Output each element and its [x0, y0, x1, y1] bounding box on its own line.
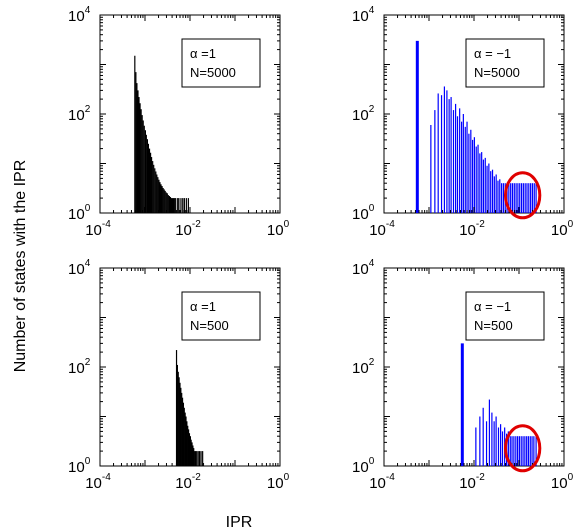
- x-tick-label: 10-4: [369, 219, 395, 239]
- y-tick-label: 100: [352, 203, 375, 223]
- x-tick-label: 10-2: [459, 472, 485, 492]
- annotation-box: [181, 38, 261, 88]
- x-tick-label: 10-4: [369, 472, 395, 492]
- x-tick-label: 100: [267, 472, 290, 492]
- y-tick-label: 104: [352, 258, 375, 278]
- y-axis-label: Number of states with the IPR: [12, 160, 29, 373]
- y-tick-label: 102: [352, 357, 375, 377]
- annotation-box: [181, 291, 261, 341]
- x-axis-label: IPR: [226, 514, 253, 531]
- y-tick-label: 102: [68, 104, 91, 124]
- chart-panel-bottom-right: 10-4 10-2 100 100 102 104 α = −1 N=500: [352, 258, 574, 492]
- y-tick-label: 104: [68, 5, 91, 25]
- x-tick-label: 100: [267, 219, 290, 239]
- x-tick-label: 10-4: [85, 219, 111, 239]
- annotation-box: [465, 38, 545, 88]
- x-tick-label: 10-2: [175, 219, 201, 239]
- annotation-text: α = −1: [474, 46, 511, 61]
- y-tick-label: 104: [68, 258, 91, 278]
- annotation-text: α =1: [190, 46, 216, 61]
- chart-panel-bottom-left: 10-4 10-2 100 100 102 104 α =1 N=500: [68, 258, 290, 492]
- x-tick-label: 100: [551, 472, 574, 492]
- highlight-ellipse: [503, 424, 542, 473]
- y-tick-label: 100: [352, 456, 375, 476]
- x-tick-label: 10-2: [175, 472, 201, 492]
- y-tick-label: 104: [352, 5, 375, 25]
- annotation-text: α = −1: [474, 299, 511, 314]
- annotation-text: N=500: [190, 318, 229, 333]
- y-tick-label: 100: [68, 203, 91, 223]
- y-tick-label: 102: [68, 357, 91, 377]
- highlight-ellipse: [503, 171, 542, 220]
- y-tick-label: 100: [68, 456, 91, 476]
- y-tick-label: 102: [352, 104, 375, 124]
- x-tick-label: 100: [551, 219, 574, 239]
- annotation-text: N=500: [474, 318, 513, 333]
- annotation-text: α =1: [190, 299, 216, 314]
- x-tick-label: 10-2: [459, 219, 485, 239]
- annotation-text: N=5000: [474, 65, 520, 80]
- annotation-text: N=5000: [190, 65, 236, 80]
- x-tick-label: 10-4: [85, 472, 111, 492]
- annotation-box: [465, 291, 545, 341]
- chart-panel-top-left: 10-4 10-2 100 100 102 104 α =1 N=5000: [68, 5, 290, 239]
- chart-panel-top-right: 10-4 10-2 100 100 102 104 α = −1 N=5000: [352, 5, 574, 239]
